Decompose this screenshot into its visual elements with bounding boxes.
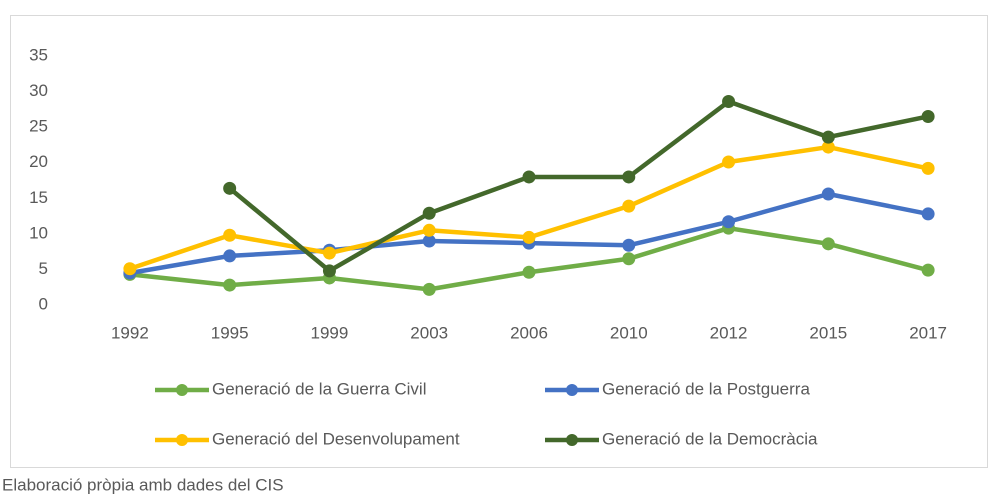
- legend-label: Generació del Desenvolupament: [212, 429, 460, 448]
- y-tick-label: 0: [39, 294, 48, 313]
- x-tick-label: 2017: [909, 323, 947, 342]
- x-tick-label: 2006: [510, 323, 548, 342]
- data-point: [921, 207, 935, 221]
- y-tick-label: 10: [29, 223, 48, 242]
- data-point: [422, 234, 436, 248]
- data-point: [422, 282, 436, 296]
- data-point: [622, 238, 636, 252]
- x-tick-label: 2012: [710, 323, 748, 342]
- y-tick-label: 30: [29, 81, 48, 100]
- x-tick-label: 1992: [111, 323, 149, 342]
- data-point: [322, 264, 336, 278]
- y-tick-label: 5: [39, 259, 48, 278]
- y-tick-label: 15: [29, 188, 48, 207]
- y-tick-label: 20: [29, 152, 48, 171]
- data-point: [622, 252, 636, 266]
- data-point: [422, 223, 436, 237]
- x-tick-label: 1999: [311, 323, 349, 342]
- data-point: [821, 130, 835, 144]
- chart-border: [10, 15, 988, 468]
- source-note: Elaboració pròpia amb dades del CIS: [2, 475, 284, 494]
- data-point: [921, 263, 935, 277]
- y-tick-label: 25: [29, 117, 48, 136]
- data-point: [123, 262, 137, 276]
- data-point: [522, 265, 536, 279]
- legend-marker: [176, 434, 188, 446]
- data-point: [821, 187, 835, 201]
- data-point: [223, 181, 237, 195]
- data-point: [722, 215, 736, 229]
- data-point: [821, 140, 835, 154]
- data-point: [422, 206, 436, 220]
- x-tick-label: 2010: [610, 323, 648, 342]
- data-point: [921, 109, 935, 123]
- legend-marker: [176, 384, 188, 396]
- series-line: [129, 144, 929, 271]
- data-point: [522, 170, 536, 184]
- data-point: [622, 170, 636, 184]
- series-line: [228, 99, 929, 274]
- x-tick-label: 2015: [809, 323, 847, 342]
- legend-label: Generació de la Postguerra: [602, 379, 810, 398]
- data-point: [722, 95, 736, 109]
- data-point: [522, 230, 536, 244]
- data-point: [223, 228, 237, 242]
- data-point: [821, 237, 835, 251]
- data-point: [722, 155, 736, 169]
- legend-label: Generació de la Guerra Civil: [212, 379, 426, 398]
- legend-marker: [566, 434, 578, 446]
- data-point: [322, 246, 336, 260]
- data-point: [921, 161, 935, 175]
- data-point: [223, 278, 237, 292]
- y-tick-label: 35: [29, 45, 48, 64]
- legend-label: Generació de la Democràcia: [602, 429, 818, 448]
- legend-marker: [566, 384, 578, 396]
- data-point: [622, 199, 636, 213]
- x-tick-label: 1995: [211, 323, 249, 342]
- data-point: [223, 249, 237, 263]
- x-tick-label: 2003: [410, 323, 448, 342]
